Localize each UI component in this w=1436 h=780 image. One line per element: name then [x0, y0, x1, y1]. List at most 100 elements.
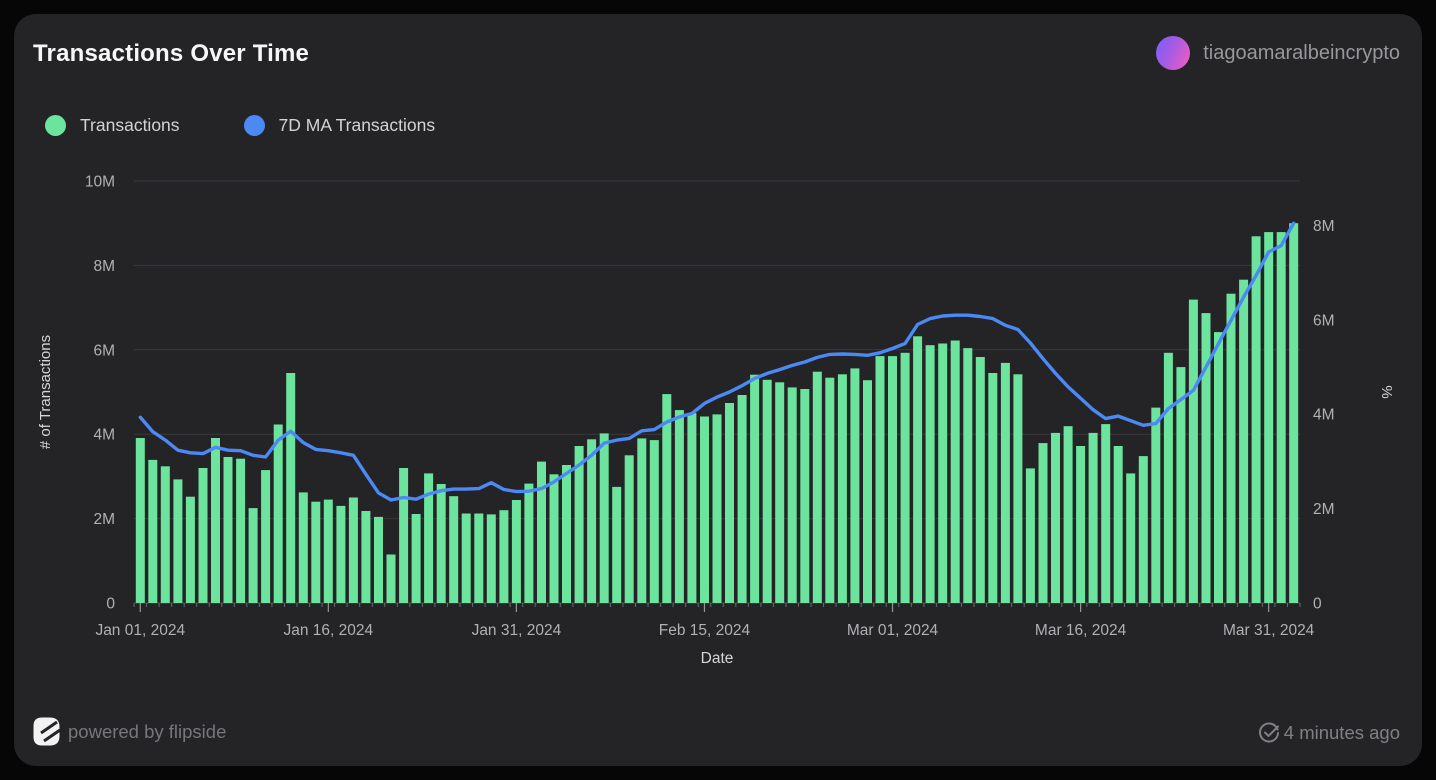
bar-2024-02-18[interactable]	[737, 395, 747, 603]
bar-2024-01-24[interactable]	[424, 473, 434, 603]
bar-2024-01-18[interactable]	[348, 497, 358, 604]
bar-2024-02-16[interactable]	[712, 414, 722, 603]
bar-2024-02-01[interactable]	[524, 483, 534, 603]
bar-2024-02-04[interactable]	[562, 465, 571, 603]
bar-2024-02-21[interactable]	[775, 382, 785, 603]
bar-2024-03-10[interactable]	[1000, 362, 1010, 603]
bar-2024-01-14[interactable]	[298, 492, 308, 603]
bar-2024-02-17[interactable]	[725, 403, 734, 603]
bar-2024-03-28[interactable]	[1226, 293, 1236, 603]
bar-2024-02-15[interactable]	[700, 416, 709, 604]
bar-2024-01-03[interactable]	[160, 466, 170, 603]
bar-2024-02-13[interactable]	[674, 410, 684, 603]
bar-2024-02-02[interactable]	[537, 461, 546, 603]
bar-2024-01-26[interactable]	[449, 496, 459, 603]
powered-by[interactable]: powered by flipside	[33, 717, 226, 746]
bar-2024-03-09[interactable]	[988, 373, 998, 603]
bar-2024-02-14[interactable]	[687, 413, 697, 603]
bar-2024-01-25[interactable]	[436, 484, 446, 603]
bar-2024-02-19[interactable]	[750, 374, 760, 603]
bar-2024-01-06[interactable]	[198, 468, 208, 603]
bar-2024-02-28[interactable]	[863, 380, 872, 603]
bar-2024-02-27[interactable]	[850, 368, 860, 603]
bar-2024-03-29[interactable]	[1239, 279, 1249, 603]
bar-2024-02-12[interactable]	[662, 394, 672, 603]
bar-2024-01-08[interactable]	[223, 457, 233, 603]
bar-2024-03-22[interactable]	[1151, 407, 1161, 603]
bar-2024-01-19[interactable]	[361, 511, 371, 603]
bar-2024-03-11[interactable]	[1013, 374, 1023, 603]
bar-2024-03-02[interactable]	[900, 352, 910, 603]
ma-line[interactable]	[138, 221, 1296, 502]
bar-2024-02-20[interactable]	[762, 379, 772, 603]
bar-2024-03-08[interactable]	[975, 357, 985, 603]
bar-2024-03-23[interactable]	[1163, 352, 1173, 603]
bar-2024-03-03[interactable]	[913, 336, 923, 603]
bar-2024-01-31[interactable]	[511, 500, 521, 603]
bar-2024-03-27[interactable]	[1214, 332, 1223, 603]
bar-2024-04-01[interactable]	[1276, 232, 1286, 603]
bar-2024-01-09[interactable]	[236, 458, 246, 603]
bar-2024-02-03[interactable]	[549, 474, 559, 603]
bar-2024-03-15[interactable]	[1063, 426, 1073, 603]
bar-2024-03-31[interactable]	[1264, 232, 1274, 603]
bar-2024-03-05[interactable]	[938, 343, 948, 604]
bar-2024-03-04[interactable]	[925, 345, 935, 603]
bar-2024-02-24[interactable]	[812, 371, 822, 603]
bar-2024-02-05[interactable]	[574, 446, 584, 603]
bar-2024-01-04[interactable]	[173, 479, 183, 603]
bar-2024-01-05[interactable]	[185, 496, 195, 603]
bar-2024-02-07[interactable]	[599, 433, 609, 603]
bar-2024-01-01[interactable]	[135, 438, 145, 603]
bar-2024-03-14[interactable]	[1051, 432, 1060, 603]
bar-2024-02-10[interactable]	[637, 438, 647, 603]
bar-2024-03-26[interactable]	[1201, 313, 1211, 603]
bar-2024-03-12[interactable]	[1025, 468, 1035, 603]
bar-2024-03-17[interactable]	[1088, 432, 1098, 603]
legend-item-transactions[interactable]: Transactions	[45, 115, 180, 136]
avatar[interactable]	[1156, 36, 1191, 70]
bar-2024-03-30[interactable]	[1251, 236, 1261, 604]
bar-2024-01-23[interactable]	[411, 514, 421, 603]
bar-2024-02-23[interactable]	[800, 389, 810, 603]
bar-2024-02-09[interactable]	[624, 455, 634, 603]
bar-2024-02-06[interactable]	[587, 439, 597, 603]
bar-2024-01-17[interactable]	[336, 505, 346, 603]
bar-2024-01-13[interactable]	[286, 373, 296, 603]
bar-2024-01-16[interactable]	[323, 499, 333, 603]
legend-item-7d-ma-transactions[interactable]: 7D MA Transactions	[243, 115, 435, 136]
bar-2024-01-28[interactable]	[474, 513, 484, 604]
bar-2024-03-24[interactable]	[1176, 367, 1186, 603]
bar-2024-03-07[interactable]	[963, 348, 973, 603]
bar-2024-01-15[interactable]	[311, 501, 321, 603]
bar-2024-03-25[interactable]	[1188, 299, 1198, 603]
bar-2024-01-12[interactable]	[273, 424, 283, 604]
bar-2024-01-20[interactable]	[374, 516, 383, 603]
bar-2024-01-21[interactable]	[386, 554, 396, 604]
bar-2024-01-07[interactable]	[211, 438, 220, 603]
bar-2024-01-22[interactable]	[399, 468, 409, 603]
bar-2024-03-01[interactable]	[888, 356, 897, 603]
user-badge[interactable]: tiagoamaralbeincrypto	[1156, 36, 1400, 70]
bar-2024-01-10[interactable]	[248, 508, 258, 603]
bar-2024-03-16[interactable]	[1076, 446, 1086, 603]
bar-2024-03-13[interactable]	[1038, 443, 1048, 603]
bar-2024-01-27[interactable]	[461, 513, 471, 604]
bar-2024-03-20[interactable]	[1126, 473, 1136, 603]
bar-2024-03-06[interactable]	[950, 340, 960, 604]
bar-2024-02-25[interactable]	[825, 377, 835, 603]
transactions-chart-plot[interactable]: 0 2M 4M 6M 8M 10M 0 2M 4M 6M 8M Jan 01, 2024 Jan 16,…	[14, 14, 1422, 766]
bar-2024-03-18[interactable]	[1101, 424, 1111, 603]
bar-2024-02-22[interactable]	[787, 387, 797, 603]
bar-2024-03-19[interactable]	[1113, 446, 1123, 603]
bar-2024-04-02[interactable]	[1289, 223, 1299, 603]
bar-2024-02-11[interactable]	[649, 440, 659, 603]
bar-2024-03-21[interactable]	[1138, 456, 1148, 603]
bar-2024-01-30[interactable]	[499, 510, 509, 603]
bar-2024-01-29[interactable]	[486, 514, 496, 603]
bar-2024-02-08[interactable]	[612, 486, 622, 603]
bar-2024-02-29[interactable]	[875, 356, 885, 603]
bar-2024-01-11[interactable]	[261, 470, 271, 603]
bar-2024-01-02[interactable]	[148, 459, 158, 603]
bar-2024-02-26[interactable]	[837, 374, 847, 603]
